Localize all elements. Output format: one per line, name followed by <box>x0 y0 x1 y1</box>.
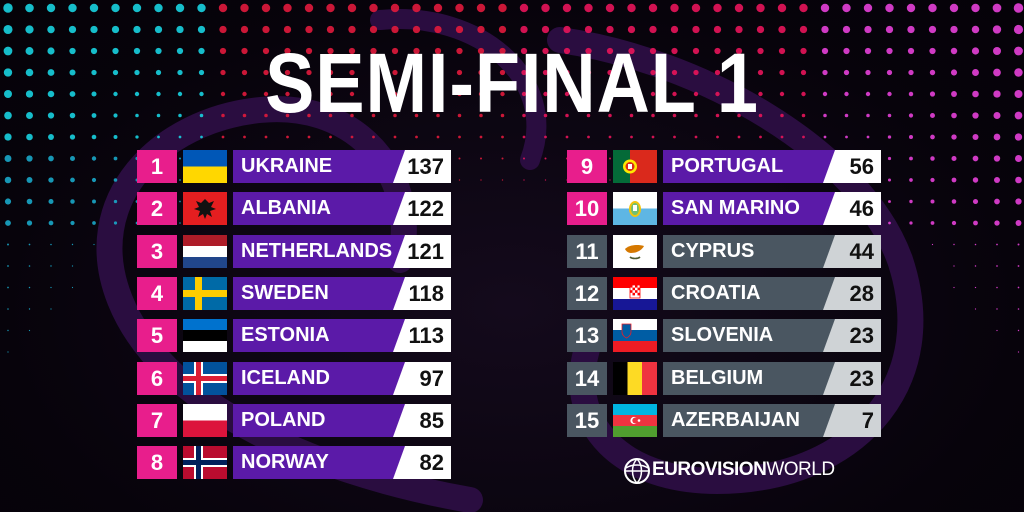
cyprus-flag-icon <box>613 235 657 268</box>
rank-badge: 9 <box>567 150 607 183</box>
san-marino-flag-icon <box>613 192 657 225</box>
country-name-bar: ESTONIA 113 <box>233 319 451 352</box>
rank-badge: 4 <box>137 277 177 310</box>
country-name: SLOVENIA <box>671 324 774 346</box>
belgium-flag-icon <box>613 362 657 395</box>
rank-badge: 10 <box>567 192 607 225</box>
score-value: 97 <box>393 362 451 395</box>
result-row: 9 PORTUGAL 56 <box>567 150 881 183</box>
country-name: ALBANIA <box>241 197 331 219</box>
rank-badge: 14 <box>567 362 607 395</box>
poland-flag-icon <box>183 404 227 437</box>
country-name: SWEDEN <box>241 282 329 304</box>
score-value: 46 <box>823 192 881 225</box>
rank-badge: 5 <box>137 319 177 352</box>
result-row: 5 ESTONIA 113 <box>137 319 451 352</box>
country-name: SAN MARINO <box>671 197 800 219</box>
rank-badge: 6 <box>137 362 177 395</box>
country-name: UKRAINE <box>241 155 333 177</box>
globe-logo-icon <box>624 458 650 484</box>
slovenia-flag-icon <box>613 319 657 352</box>
country-name-bar: SWEDEN 118 <box>233 277 451 310</box>
result-row: 1 UKRAINE 137 <box>137 150 451 183</box>
result-row: 15 AZERBAIJAN 7 <box>567 404 881 437</box>
score-value: 23 <box>823 319 881 352</box>
result-row: 12 CROATIA 28 <box>567 277 881 310</box>
score-value: 7 <box>823 404 881 437</box>
rank-badge: 1 <box>137 150 177 183</box>
result-row: 14 BELGIUM 23 <box>567 362 881 395</box>
rank-badge: 11 <box>567 235 607 268</box>
country-name-bar: SAN MARINO 46 <box>663 192 881 225</box>
country-name-bar: POLAND 85 <box>233 404 451 437</box>
result-row: 4 SWEDEN 118 <box>137 277 451 310</box>
score-value: 85 <box>393 404 451 437</box>
estonia-flag-icon <box>183 319 227 352</box>
country-name-bar: NORWAY 82 <box>233 446 451 479</box>
rank-badge: 8 <box>137 446 177 479</box>
eurovisionworld-logo: EUROVISION WORLD <box>622 455 835 485</box>
sweden-flag-icon <box>183 277 227 310</box>
score-value: 118 <box>393 277 451 310</box>
country-name-bar: CROATIA 28 <box>663 277 881 310</box>
country-name-bar: NETHERLANDS 121 <box>233 235 451 268</box>
result-row: 13 SLOVENIA 23 <box>567 319 881 352</box>
score-value: 23 <box>823 362 881 395</box>
result-row: 7 POLAND 85 <box>137 404 451 437</box>
country-name-bar: ICELAND 97 <box>233 362 451 395</box>
country-name-bar: UKRAINE 137 <box>233 150 451 183</box>
logo-text-bold: EUROVISION <box>652 459 767 480</box>
portugal-flag-icon <box>613 150 657 183</box>
rank-badge: 3 <box>137 235 177 268</box>
country-name: NETHERLANDS <box>241 240 393 262</box>
croatia-flag-icon <box>613 277 657 310</box>
country-name-bar: AZERBAIJAN 7 <box>663 404 881 437</box>
rank-badge: 12 <box>567 277 607 310</box>
result-row: 6 ICELAND 97 <box>137 362 451 395</box>
rank-badge: 15 <box>567 404 607 437</box>
logo-text-light: WORLD <box>766 459 835 480</box>
score-value: 28 <box>823 277 881 310</box>
page-title: SEMI-FINAL 1 <box>265 36 759 130</box>
country-name-bar: CYPRUS 44 <box>663 235 881 268</box>
country-name: PORTUGAL <box>671 155 784 177</box>
country-name: AZERBAIJAN <box>671 409 800 431</box>
albania-flag-icon <box>183 192 227 225</box>
result-row: 3 NETHERLANDS 121 <box>137 235 451 268</box>
country-name: ICELAND <box>241 367 330 389</box>
result-row: 11 CYPRUS 44 <box>567 235 881 268</box>
azerbaijan-flag-icon <box>613 404 657 437</box>
score-value: 44 <box>823 235 881 268</box>
country-name: CYPRUS <box>671 240 755 262</box>
score-value: 113 <box>393 319 451 352</box>
country-name-bar: SLOVENIA 23 <box>663 319 881 352</box>
country-name: POLAND <box>241 409 326 431</box>
country-name: NORWAY <box>241 451 329 473</box>
score-value: 82 <box>393 446 451 479</box>
country-name: BELGIUM <box>671 367 764 389</box>
score-value: 121 <box>393 235 451 268</box>
result-row: 10 SAN MARINO 46 <box>567 192 881 225</box>
result-row: 2 ALBANIA 122 <box>137 192 451 225</box>
result-row: 8 NORWAY 82 <box>137 446 451 479</box>
score-value: 122 <box>393 192 451 225</box>
country-name: ESTONIA <box>241 324 330 346</box>
ukraine-flag-icon <box>183 150 227 183</box>
iceland-flag-icon <box>183 362 227 395</box>
norway-flag-icon <box>183 446 227 479</box>
score-value: 56 <box>823 150 881 183</box>
country-name: CROATIA <box>671 282 761 304</box>
rank-badge: 7 <box>137 404 177 437</box>
rank-badge: 2 <box>137 192 177 225</box>
country-name-bar: ALBANIA 122 <box>233 192 451 225</box>
netherlands-flag-icon <box>183 235 227 268</box>
score-value: 137 <box>393 150 451 183</box>
country-name-bar: PORTUGAL 56 <box>663 150 881 183</box>
country-name-bar: BELGIUM 23 <box>663 362 881 395</box>
rank-badge: 13 <box>567 319 607 352</box>
